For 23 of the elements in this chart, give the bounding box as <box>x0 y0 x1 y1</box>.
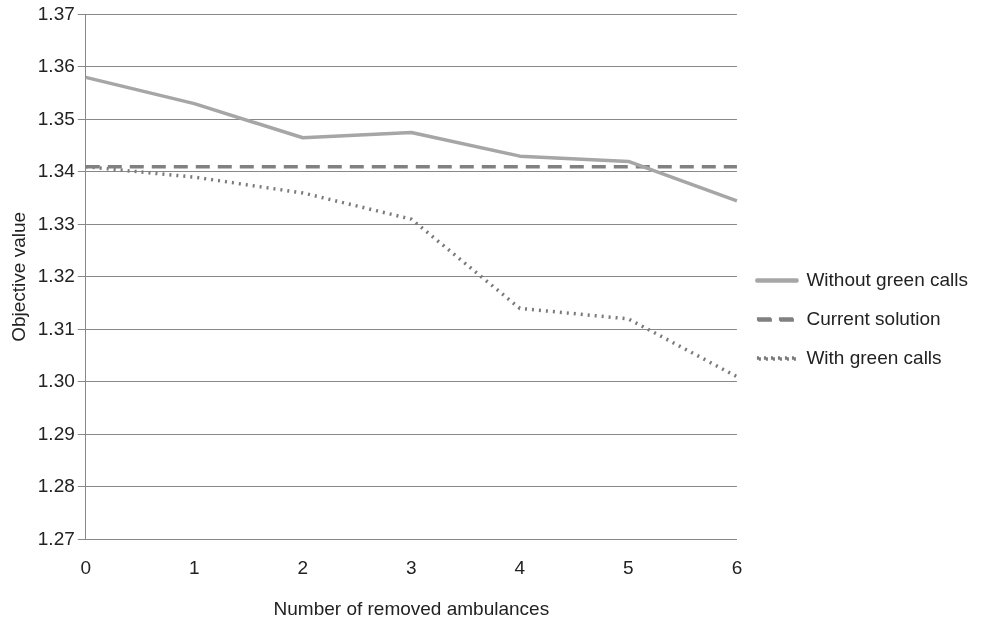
x-tick-label: 4 <box>514 557 526 579</box>
x-tick-label: 2 <box>297 557 309 579</box>
y-tick-label: 1.37 <box>37 2 75 24</box>
y-tick-label: 1.28 <box>37 475 75 497</box>
y-tick-label: 1.35 <box>37 107 75 129</box>
x-tick-label: 3 <box>406 557 417 579</box>
legend-label: Without green calls <box>806 268 968 290</box>
legend-label: Current solution <box>806 307 941 329</box>
y-axis-title: Objective value <box>7 211 29 342</box>
y-tick-label: 1.27 <box>37 527 75 549</box>
y-tick-label: 1.36 <box>37 55 75 77</box>
x-tick-label: 1 <box>189 557 200 579</box>
legend-label: With green calls <box>806 346 942 368</box>
y-tick-label: 1.34 <box>37 160 76 182</box>
x-tick-label: 6 <box>731 557 743 579</box>
y-tick-label: 1.31 <box>37 317 75 339</box>
y-tick-label: 1.32 <box>37 265 75 287</box>
x-axis-title: Number of removed ambulances <box>273 597 550 619</box>
y-tick-label: 1.33 <box>37 212 75 234</box>
y-tick-label: 1.30 <box>37 370 75 392</box>
x-tick-label: 5 <box>623 557 634 579</box>
y-tick-label: 1.29 <box>37 422 75 444</box>
x-tick-label: 0 <box>80 557 92 579</box>
